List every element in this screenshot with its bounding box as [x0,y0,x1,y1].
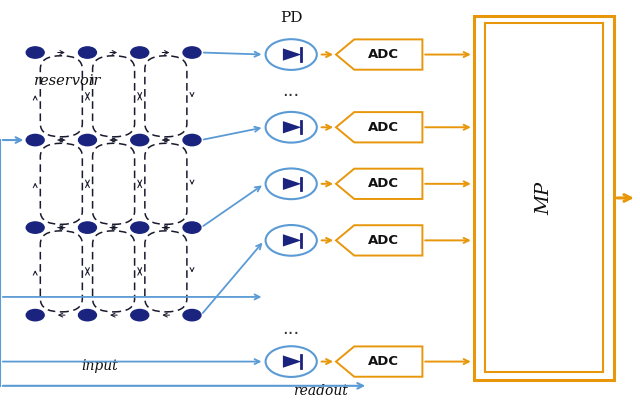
FancyBboxPatch shape [485,23,603,372]
Circle shape [183,222,201,233]
Text: PD: PD [280,11,303,25]
Polygon shape [283,48,301,61]
Circle shape [183,309,201,321]
Text: ADC: ADC [368,234,399,247]
Polygon shape [336,225,422,255]
Text: ...: ... [283,82,300,100]
Circle shape [79,309,97,321]
Text: reservoir: reservoir [33,74,101,88]
Ellipse shape [266,225,317,256]
Polygon shape [336,112,422,142]
Text: readout: readout [292,384,348,398]
Ellipse shape [266,112,317,143]
Circle shape [26,135,44,146]
Text: input: input [81,359,118,372]
Polygon shape [336,39,422,69]
Circle shape [26,47,44,58]
Circle shape [131,47,148,58]
Circle shape [183,47,201,58]
Circle shape [79,47,97,58]
Circle shape [131,309,148,321]
Text: ADC: ADC [368,121,399,134]
FancyBboxPatch shape [474,16,614,380]
Text: ADC: ADC [368,177,399,190]
Circle shape [79,222,97,233]
Ellipse shape [266,168,317,199]
Polygon shape [283,234,301,246]
Text: ...: ... [283,320,300,338]
Polygon shape [283,121,301,133]
Circle shape [79,135,97,146]
Ellipse shape [266,346,317,377]
Ellipse shape [266,39,317,70]
Text: ADC: ADC [368,48,399,61]
Circle shape [131,135,148,146]
Polygon shape [283,178,301,190]
Polygon shape [336,347,422,377]
Circle shape [26,309,44,321]
Circle shape [131,222,148,233]
Text: MP: MP [535,181,553,215]
Text: ADC: ADC [368,355,399,368]
Polygon shape [336,169,422,199]
Circle shape [183,135,201,146]
Circle shape [26,222,44,233]
Polygon shape [283,356,301,368]
